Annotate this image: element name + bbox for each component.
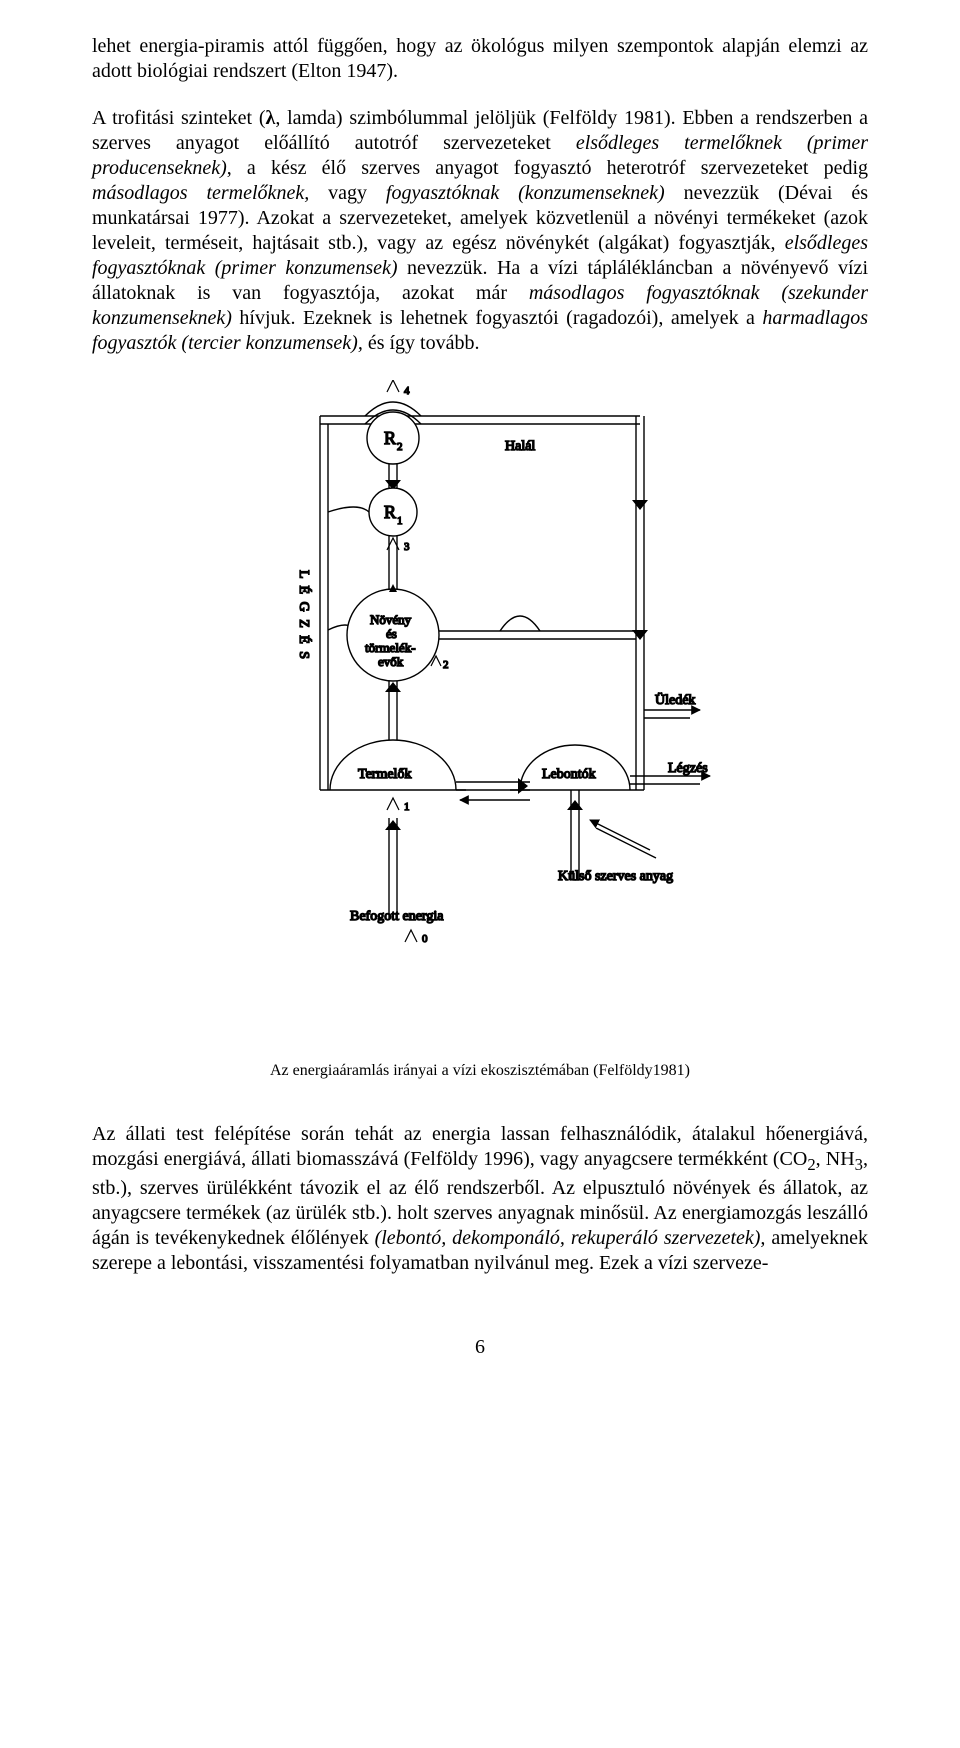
r1-sub: 1: [397, 515, 403, 527]
kulso-label: Külső szerves anyag: [558, 869, 673, 884]
halal-label: Halál: [505, 439, 535, 454]
lambda-3-label: 3: [404, 541, 410, 553]
figure-caption: Az energiaáramlás irányai a vízi ekoszis…: [270, 1062, 690, 1080]
paragraph-2: A trofitási szinteket (λ, lamda) szimból…: [92, 106, 868, 356]
page: lehet energia-piramis attól függően, hog…: [0, 0, 960, 1748]
r1-label: R: [384, 502, 396, 522]
uledek-label: Üledék: [655, 691, 695, 708]
lambda-4-label: 4: [404, 385, 410, 397]
paragraph-3: Az állati test felépítése során tehát az…: [92, 1122, 868, 1276]
noveny-l2: és: [386, 626, 397, 641]
r2-label: R: [384, 428, 396, 448]
r2-sub: 2: [397, 441, 403, 453]
page-number: 6: [92, 1336, 868, 1359]
lambda-2-label: 2: [443, 659, 449, 671]
befogott-label: Befogott energia: [350, 909, 444, 924]
lambda-1-label: 1: [404, 801, 410, 813]
legzes-vertical-label: L É G Z É S: [296, 570, 313, 661]
lebontok-label: Lebontók: [542, 767, 596, 782]
legzes-label: Légzés: [668, 761, 708, 776]
noveny-l3: törmelék-: [365, 640, 416, 655]
noveny-l1: Növény: [370, 612, 412, 627]
energy-flow-diagram: 4 R 2 Halál R 1: [200, 380, 760, 1040]
lambda-0-label: 0: [422, 933, 428, 945]
noveny-l4: evők: [378, 654, 404, 669]
paragraph-1: lehet energia-piramis attól függően, hog…: [92, 34, 868, 84]
figure: 4 R 2 Halál R 1: [92, 380, 868, 1080]
termelok-label: Termelők: [358, 767, 411, 782]
